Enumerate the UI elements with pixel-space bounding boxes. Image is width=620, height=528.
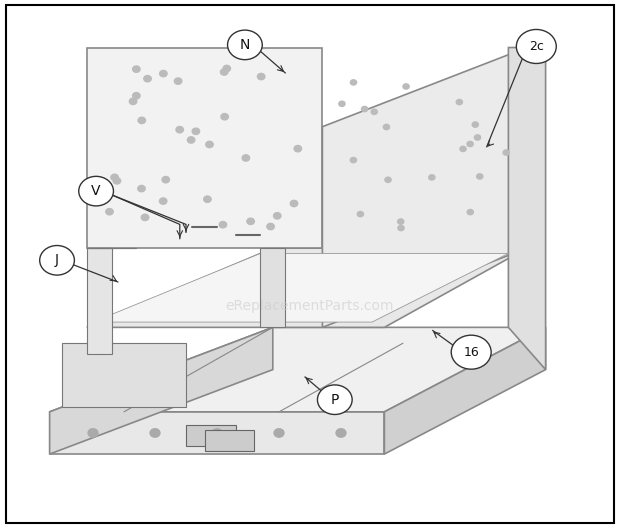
Circle shape <box>113 178 121 184</box>
Circle shape <box>206 142 213 148</box>
Polygon shape <box>50 327 546 412</box>
Circle shape <box>516 30 556 63</box>
Circle shape <box>204 196 211 202</box>
Circle shape <box>257 73 265 80</box>
Circle shape <box>133 66 140 72</box>
Circle shape <box>397 219 404 224</box>
Text: eReplacementParts.com: eReplacementParts.com <box>226 299 394 313</box>
Circle shape <box>350 80 356 85</box>
Text: N: N <box>240 38 250 52</box>
Circle shape <box>40 246 74 275</box>
Text: V: V <box>91 184 101 198</box>
Text: J: J <box>55 253 59 267</box>
Circle shape <box>247 218 254 224</box>
Circle shape <box>133 92 140 99</box>
Circle shape <box>223 65 231 72</box>
Circle shape <box>398 225 404 231</box>
Circle shape <box>472 122 479 127</box>
Circle shape <box>274 429 284 437</box>
Circle shape <box>219 222 227 228</box>
Circle shape <box>294 146 301 152</box>
Polygon shape <box>260 248 285 327</box>
Circle shape <box>228 30 262 60</box>
Circle shape <box>141 214 149 221</box>
Circle shape <box>273 213 281 219</box>
Circle shape <box>383 125 389 130</box>
Circle shape <box>159 198 167 204</box>
Circle shape <box>477 174 483 179</box>
Polygon shape <box>87 248 112 354</box>
Circle shape <box>429 175 435 180</box>
Polygon shape <box>384 327 546 454</box>
Circle shape <box>474 135 480 140</box>
Circle shape <box>138 185 145 192</box>
FancyBboxPatch shape <box>205 430 254 451</box>
Circle shape <box>144 76 151 82</box>
Polygon shape <box>50 412 384 454</box>
Polygon shape <box>87 48 322 248</box>
Circle shape <box>138 117 146 124</box>
Circle shape <box>192 128 200 135</box>
Polygon shape <box>508 48 546 370</box>
Circle shape <box>467 210 474 215</box>
Circle shape <box>371 109 378 115</box>
Circle shape <box>467 142 473 147</box>
Polygon shape <box>87 248 527 327</box>
Polygon shape <box>50 327 273 454</box>
Text: 2c: 2c <box>529 40 544 53</box>
Circle shape <box>150 429 160 437</box>
Polygon shape <box>322 48 527 327</box>
Circle shape <box>361 107 368 112</box>
Circle shape <box>106 209 113 215</box>
Circle shape <box>357 211 363 216</box>
Circle shape <box>456 99 463 105</box>
Circle shape <box>503 150 509 155</box>
Circle shape <box>176 127 184 133</box>
Circle shape <box>159 70 167 77</box>
Circle shape <box>88 429 98 437</box>
Circle shape <box>79 176 113 206</box>
Polygon shape <box>93 253 508 322</box>
Circle shape <box>267 223 274 230</box>
Polygon shape <box>62 343 186 407</box>
Polygon shape <box>186 425 236 446</box>
Circle shape <box>336 429 346 437</box>
Text: P: P <box>330 393 339 407</box>
Circle shape <box>162 176 169 183</box>
Circle shape <box>174 78 182 84</box>
Circle shape <box>130 98 137 105</box>
Circle shape <box>111 174 118 181</box>
Circle shape <box>451 335 491 369</box>
Circle shape <box>221 114 228 120</box>
Circle shape <box>187 137 195 143</box>
Circle shape <box>242 155 250 161</box>
Text: 16: 16 <box>463 346 479 359</box>
Circle shape <box>350 157 356 163</box>
Circle shape <box>460 146 466 152</box>
Circle shape <box>385 177 391 182</box>
Circle shape <box>339 101 345 107</box>
Circle shape <box>403 84 409 89</box>
Circle shape <box>317 385 352 414</box>
Circle shape <box>221 69 228 75</box>
Circle shape <box>290 200 298 206</box>
Circle shape <box>212 429 222 437</box>
